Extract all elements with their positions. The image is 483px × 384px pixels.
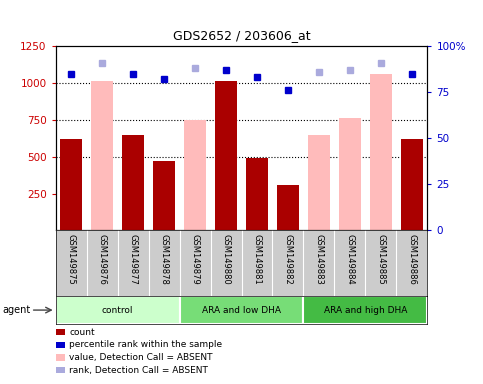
Text: agent: agent <box>2 305 30 315</box>
Bar <box>153 161 175 230</box>
Bar <box>246 158 268 230</box>
Text: GSM149876: GSM149876 <box>98 233 107 285</box>
Bar <box>184 120 206 230</box>
Text: GSM149875: GSM149875 <box>67 233 75 285</box>
Text: ARA and low DHA: ARA and low DHA <box>202 306 281 314</box>
Bar <box>303 296 427 324</box>
Text: GSM149884: GSM149884 <box>345 233 355 285</box>
Bar <box>370 74 392 230</box>
Text: ARA and high DHA: ARA and high DHA <box>324 306 407 314</box>
Text: GSM149878: GSM149878 <box>159 233 169 285</box>
Text: rank, Detection Call = ABSENT: rank, Detection Call = ABSENT <box>69 366 208 375</box>
Text: GSM149883: GSM149883 <box>314 233 324 285</box>
Bar <box>339 118 361 230</box>
Text: count: count <box>69 328 95 337</box>
Bar <box>56 296 180 324</box>
Text: GSM149879: GSM149879 <box>190 233 199 285</box>
Bar <box>277 185 299 230</box>
Bar <box>91 81 113 230</box>
Text: GSM149877: GSM149877 <box>128 233 138 285</box>
Text: GSM149882: GSM149882 <box>284 233 293 285</box>
Text: control: control <box>102 306 133 314</box>
Text: GSM149881: GSM149881 <box>253 233 261 285</box>
Text: GSM149885: GSM149885 <box>376 233 385 285</box>
Bar <box>215 81 237 230</box>
Bar <box>122 134 144 230</box>
Bar <box>308 134 330 230</box>
Bar <box>180 296 303 324</box>
Bar <box>60 139 82 230</box>
Text: GSM149886: GSM149886 <box>408 233 416 285</box>
Text: value, Detection Call = ABSENT: value, Detection Call = ABSENT <box>69 353 213 362</box>
Text: percentile rank within the sample: percentile rank within the sample <box>69 340 222 349</box>
Bar <box>401 139 423 230</box>
Text: GSM149880: GSM149880 <box>222 233 230 285</box>
Title: GDS2652 / 203606_at: GDS2652 / 203606_at <box>173 29 310 42</box>
